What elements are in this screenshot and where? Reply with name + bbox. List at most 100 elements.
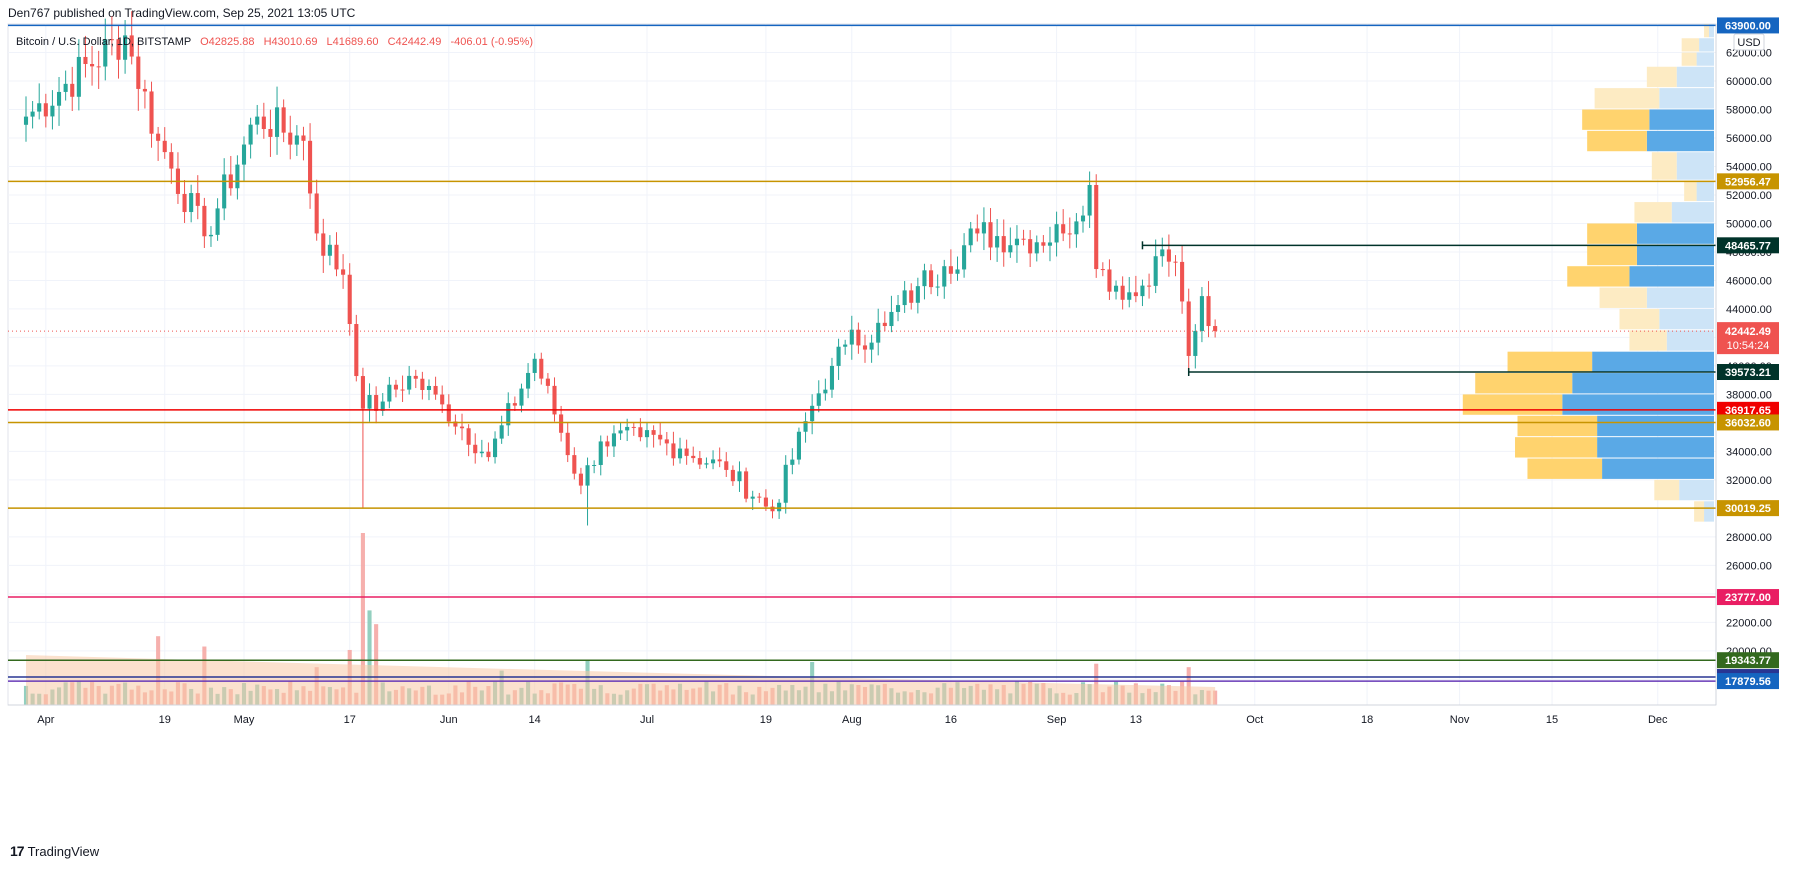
volume-profile-down [1597,437,1714,458]
candle-body [116,39,121,60]
price-tags: 63900.00 52956.47 48465.77 39573.21 36917.65… [1717,17,1779,690]
candle-body [479,451,484,454]
candle-body [592,464,597,466]
volume-profile-up [1599,287,1647,308]
candle-body [1034,242,1039,254]
candle-body [103,39,108,67]
time-tick-label: 18 [1361,714,1373,726]
level-price-tag: 19343.77 [1725,655,1771,667]
volume-profile-up [1681,38,1700,52]
horizontal-levels[interactable] [8,24,1716,682]
candle-body [1074,221,1079,235]
currency-label: USD [1737,37,1760,49]
time-axis[interactable]: Apr 19 May 17 Jun 14 Jul 19 Aug 16 Sep 13 Oct 18 Nov 15… [8,704,1716,726]
candle-body [856,329,861,346]
candle-body [76,56,81,97]
volume-profile-up [1594,88,1660,109]
candle-body [849,329,854,345]
candle-body [697,458,702,465]
volume-bar [367,610,372,705]
candle-body [810,405,815,422]
candle-body [995,236,1000,248]
candle-body [644,430,650,438]
volume-profile-down [1602,458,1714,479]
price-tick-label: 44000.00 [1726,304,1772,316]
level-price-tag: 52956.47 [1725,176,1771,188]
candle-body [334,244,339,270]
countdown-label: 10:54:24 [1727,340,1770,352]
candle-body [1021,238,1026,240]
last-price-tag: 42442.49 [1725,326,1771,338]
candle-body [843,344,848,347]
candle-body [757,496,762,498]
candle-body [156,133,161,141]
candle-body [1008,245,1013,253]
volume-ma-area [26,655,1216,705]
level-price-tag-bg [1717,17,1779,34]
volume-profile-down [1659,308,1714,330]
time-tick-label: Dec [1648,714,1668,726]
candle-body [440,394,445,405]
candle-body [96,66,101,68]
candle-body [367,395,372,409]
candle-body [684,448,689,456]
candle-body [162,140,167,153]
volume-profile-up [1462,394,1563,415]
candle-body [770,506,775,512]
candle-body [499,425,504,439]
volume-profile-up [1704,24,1710,38]
candle-body [50,105,55,117]
volume-profile-down [1676,152,1714,180]
volume-profile-up [1694,501,1705,522]
currency-badge[interactable]: USD [1733,33,1765,51]
candle-body [208,234,214,237]
candle-body [585,465,590,486]
volume-profile-up [1651,152,1677,180]
candle-body [704,463,709,465]
footer-brand[interactable]: 17 TradingView [10,843,99,859]
candle-body [605,441,610,447]
candle-body [354,324,359,377]
candle-body [1186,301,1191,356]
volume-profile-down [1592,351,1714,373]
candle-body [407,375,412,390]
candle-body [829,365,835,390]
candle-body [433,385,438,395]
candle-body [948,266,953,274]
volume-profile-down [1646,287,1714,308]
candle-body [744,471,749,499]
candle-body [552,385,557,415]
candle-body [473,444,478,454]
time-tick-label: 13 [1130,714,1142,726]
candle-body [922,270,927,287]
candle-body [1100,269,1105,271]
volume-profile-up [1475,373,1573,394]
volume-profile-up [1517,415,1598,437]
volume-profile-down [1704,501,1714,522]
candle-body [1067,233,1072,235]
candle-body [1094,184,1099,270]
level-price-tag-bg [1717,652,1779,669]
time-tick-label: Nov [1450,714,1470,726]
candle-body [1213,326,1218,332]
candle-body [796,431,801,460]
candle-body [169,152,174,169]
volume-profile-down [1562,394,1714,415]
published-info: Den767 published on TradingView.com, Sep… [8,6,356,20]
level-price-tag: 17879.56 [1725,676,1771,688]
volume-profile-down [1696,180,1714,202]
candle-body [426,385,432,390]
candle-body [981,222,986,234]
candle-body [1153,256,1158,286]
volume-bar [374,624,379,705]
time-tick-label: Aug [842,714,862,726]
price-tick-label: 54000.00 [1726,161,1772,173]
candle-body [724,461,729,470]
candle-body [235,164,240,189]
price-tick-label: 50000.00 [1726,218,1772,230]
candle-body [37,103,42,112]
level-price-tag: 39573.21 [1725,367,1771,379]
level-price-tag-bg [1717,173,1779,190]
tradingview-logo-icon: 17 [10,843,25,859]
